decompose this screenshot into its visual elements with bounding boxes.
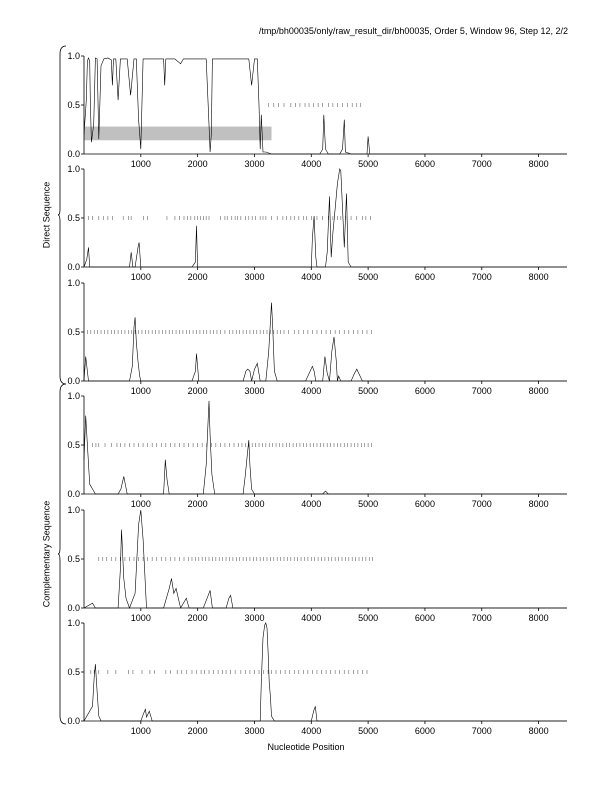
- x-tick-label-5-7: 8000: [529, 613, 549, 623]
- x-tick-label-5-0: 1000: [131, 613, 151, 623]
- x-tick-label-4-1: 2000: [188, 499, 208, 509]
- x-tick-label-3-1: 2000: [188, 386, 208, 396]
- x-tick-label-4-4: 5000: [358, 499, 378, 509]
- x-tick-label-6-7: 8000: [529, 726, 549, 736]
- x-tick-label-6-1: 2000: [188, 726, 208, 736]
- x-tick-label-3-7: 8000: [529, 386, 549, 396]
- x-tick-label-4-6: 7000: [472, 499, 492, 509]
- x-tick-label-1-3: 4000: [301, 159, 321, 169]
- x-tick-label-2-0: 1000: [131, 272, 151, 282]
- series-line-5: [83, 509, 567, 609]
- direct-sequence-brace: [57, 45, 67, 385]
- x-tick-label-6-2: 3000: [244, 726, 264, 736]
- series-line-4: [83, 400, 567, 495]
- x-tick-label-3-6: 7000: [472, 386, 492, 396]
- x-tick-label-2-7: 8000: [529, 272, 549, 282]
- x-tick-label-2-1: 2000: [188, 272, 208, 282]
- x-tick-label-4-0: 1000: [131, 499, 151, 509]
- x-tick-label-1-6: 7000: [472, 159, 492, 169]
- x-tick-label-2-5: 6000: [415, 272, 435, 282]
- x-tick-label-1-5: 6000: [415, 159, 435, 169]
- direct-sequence-label: Direct Sequence: [40, 181, 51, 249]
- x-tick-label-5-4: 5000: [358, 613, 378, 623]
- x-tick-label-2-3: 4000: [301, 272, 321, 282]
- x-tick-label-4-2: 3000: [244, 499, 264, 509]
- x-tick-label-6-6: 7000: [472, 726, 492, 736]
- series-line-6: [83, 622, 567, 722]
- y-tick-label-1-0: 0.0: [67, 149, 80, 159]
- complementary-sequence-brace: [57, 383, 67, 725]
- x-tick-label-6-4: 5000: [358, 726, 378, 736]
- x-tick-label-6-3: 4000: [301, 726, 321, 736]
- x-tick-label-3-3: 4000: [301, 386, 321, 396]
- x-tick-label-3-4: 5000: [358, 386, 378, 396]
- y-tick-label-6-2: 1.0: [67, 618, 80, 628]
- x-tick-label-5-2: 3000: [244, 613, 264, 623]
- x-tick-label-5-1: 2000: [188, 613, 208, 623]
- y-tick-label-6-1: 0.5: [67, 667, 80, 677]
- y-tick-label-2-1: 0.5: [67, 213, 80, 223]
- y-tick-label-4-2: 1.0: [67, 391, 80, 401]
- x-tick-label-1-0: 1000: [131, 159, 151, 169]
- x-tick-label-1-2: 3000: [244, 159, 264, 169]
- x-tick-label-3-5: 6000: [415, 386, 435, 396]
- y-tick-label-6-0: 0.0: [67, 716, 80, 726]
- x-tick-label-6-5: 6000: [415, 726, 435, 736]
- x-tick-label-3-2: 3000: [244, 386, 264, 396]
- x-tick-label-4-7: 8000: [529, 499, 549, 509]
- y-tick-label-5-1: 0.5: [67, 554, 80, 564]
- y-tick-label-3-0: 0.0: [67, 376, 80, 386]
- x-axis-title: Nucleotide Position: [267, 742, 345, 752]
- y-tick-label-2-2: 1.0: [67, 164, 80, 174]
- x-tick-label-1-1: 2000: [188, 159, 208, 169]
- y-tick-label-4-1: 0.5: [67, 440, 80, 450]
- x-tick-label-4-5: 6000: [415, 499, 435, 509]
- x-tick-label-4-3: 4000: [301, 499, 321, 509]
- series-line-2: [83, 168, 567, 268]
- y-tick-label-2-0: 0.0: [67, 262, 80, 272]
- figure-header: /tmp/bh00035/only/raw_result_dir/bh00035…: [258, 26, 568, 36]
- x-tick-label-5-3: 4000: [301, 613, 321, 623]
- x-tick-label-5-5: 6000: [415, 613, 435, 623]
- x-tick-label-5-6: 7000: [472, 613, 492, 623]
- x-tick-label-1-4: 5000: [358, 159, 378, 169]
- y-tick-label-1-2: 1.0: [67, 51, 80, 61]
- y-tick-label-4-0: 0.0: [67, 489, 80, 499]
- x-tick-label-3-0: 1000: [131, 386, 151, 396]
- y-tick-label-3-1: 0.5: [67, 327, 80, 337]
- shaded-region-1: [84, 126, 272, 141]
- x-tick-label-2-2: 3000: [244, 272, 264, 282]
- x-tick-label-1-7: 8000: [529, 159, 549, 169]
- series-line-3: [83, 302, 567, 382]
- y-tick-label-3-2: 1.0: [67, 278, 80, 288]
- y-tick-label-5-0: 0.0: [67, 603, 80, 613]
- x-tick-label-2-4: 5000: [358, 272, 378, 282]
- x-tick-label-2-6: 7000: [472, 272, 492, 282]
- y-tick-label-5-2: 1.0: [67, 505, 80, 515]
- x-tick-label-6-0: 1000: [131, 726, 151, 736]
- y-tick-label-1-1: 0.5: [67, 100, 80, 110]
- complementary-sequence-label: Complementary Sequence: [40, 500, 51, 608]
